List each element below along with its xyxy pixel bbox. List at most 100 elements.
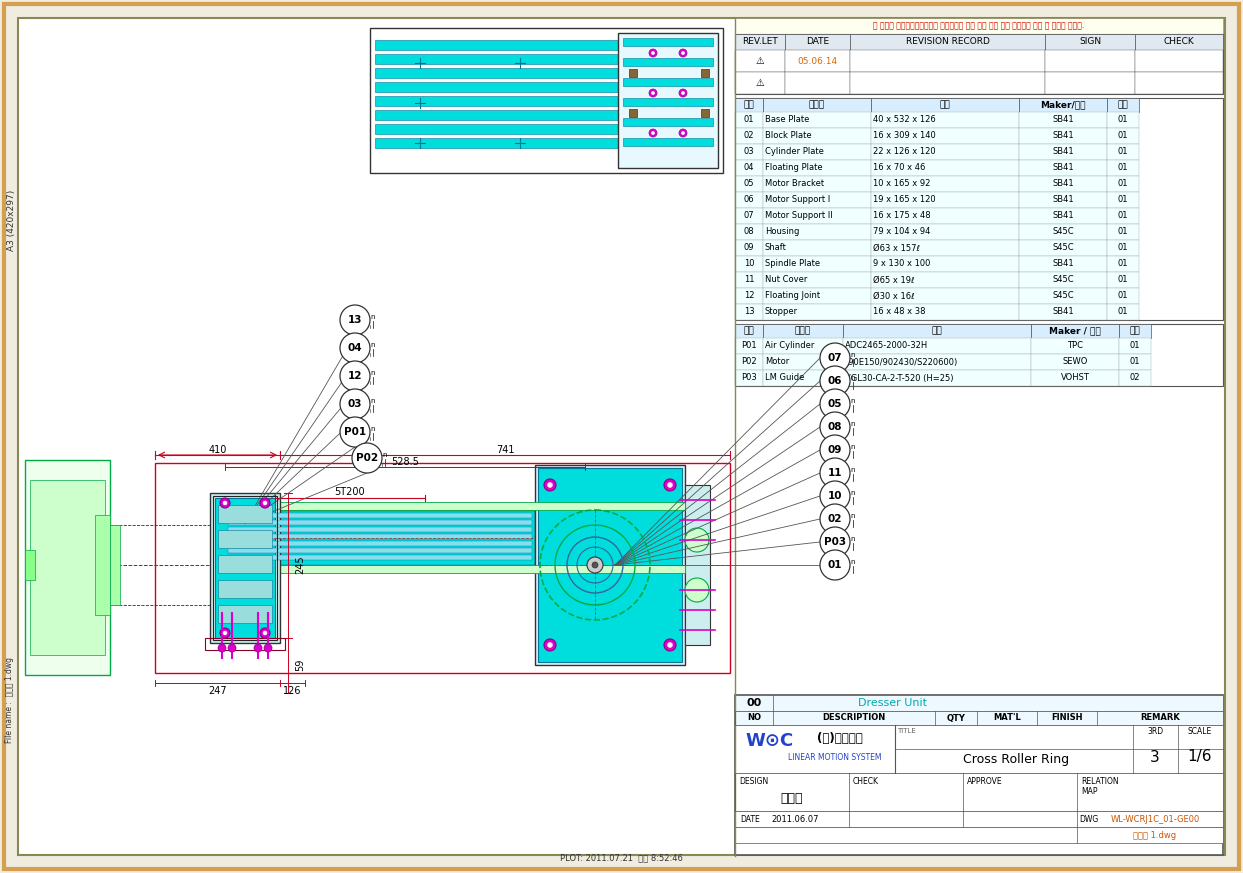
Text: ADC2465-2000-32H: ADC2465-2000-32H	[845, 341, 929, 350]
Circle shape	[254, 644, 262, 652]
Bar	[1019, 304, 1108, 320]
Text: 16 x 309 x 140: 16 x 309 x 140	[873, 132, 936, 141]
Text: DESCRIPTION: DESCRIPTION	[823, 713, 885, 723]
Bar	[1108, 192, 1139, 208]
Bar	[871, 144, 1019, 160]
Bar	[735, 711, 1223, 725]
Bar	[871, 224, 1019, 240]
Bar	[210, 493, 280, 643]
Text: WL-WCRJ1C_01-GE00: WL-WCRJ1C_01-GE00	[1110, 815, 1199, 823]
Circle shape	[820, 343, 850, 373]
Bar	[1045, 72, 1135, 94]
Bar	[735, 98, 763, 112]
Text: n: n	[370, 342, 375, 348]
Text: Motor Support II: Motor Support II	[764, 211, 833, 221]
Text: RELATION
MAP: RELATION MAP	[1081, 777, 1119, 796]
Circle shape	[679, 129, 687, 137]
Bar	[735, 160, 763, 176]
Bar	[763, 208, 871, 224]
Text: SEWO: SEWO	[1063, 358, 1088, 367]
Text: SB41: SB41	[1052, 196, 1074, 204]
Bar	[1030, 338, 1119, 354]
Text: Ø63 x 157ℓ: Ø63 x 157ℓ	[873, 244, 920, 252]
Text: APPROVE: APPROVE	[967, 777, 1003, 786]
Text: DWG: DWG	[1079, 815, 1099, 823]
Bar	[763, 256, 871, 272]
Text: 규격: 규격	[931, 327, 942, 335]
Text: 05: 05	[828, 399, 843, 409]
Text: VGL30-CA-2-T-520 (H=25): VGL30-CA-2-T-520 (H=25)	[845, 374, 953, 382]
Bar	[871, 304, 1019, 320]
Bar	[227, 527, 532, 532]
Bar	[1108, 208, 1139, 224]
Text: REV.LET: REV.LET	[742, 38, 778, 46]
Bar	[763, 160, 871, 176]
Text: CHECK: CHECK	[853, 777, 879, 786]
Text: 07: 07	[828, 353, 843, 363]
Bar	[218, 530, 272, 548]
Text: 03: 03	[348, 399, 362, 409]
Text: 08: 08	[828, 422, 843, 432]
Text: Spindle Plate: Spindle Plate	[764, 259, 820, 269]
Bar	[30, 480, 104, 655]
Bar	[1108, 112, 1139, 128]
Bar	[375, 40, 628, 50]
Bar	[1019, 160, 1108, 176]
Text: n: n	[850, 467, 855, 473]
Text: 5T200: 5T200	[334, 487, 365, 497]
Text: 1/6: 1/6	[1188, 750, 1212, 765]
Bar	[843, 338, 1030, 354]
Bar	[227, 548, 532, 553]
Text: Air Cylinder: Air Cylinder	[764, 341, 814, 350]
Bar	[786, 72, 850, 94]
Bar	[1135, 34, 1223, 50]
Circle shape	[664, 479, 676, 491]
Circle shape	[264, 644, 272, 652]
Text: 13: 13	[348, 315, 362, 325]
Text: Shaft: Shaft	[764, 244, 787, 252]
Bar	[1108, 256, 1139, 272]
Circle shape	[679, 49, 687, 57]
Bar	[763, 192, 871, 208]
Text: 12: 12	[743, 292, 755, 300]
Bar	[735, 176, 763, 192]
Bar	[218, 505, 272, 523]
Bar	[1019, 192, 1108, 208]
Bar	[155, 463, 730, 673]
Text: SCALE: SCALE	[1188, 726, 1212, 735]
Text: 741: 741	[496, 445, 515, 455]
Bar	[1108, 272, 1139, 288]
Text: 수량: 수량	[1117, 100, 1129, 109]
Circle shape	[227, 644, 236, 652]
Bar	[850, 50, 1045, 72]
Text: SB41: SB41	[1052, 132, 1074, 141]
Circle shape	[651, 132, 655, 134]
Bar	[1019, 240, 1108, 256]
Bar	[225, 510, 534, 565]
Text: 01: 01	[1130, 341, 1140, 350]
Circle shape	[352, 443, 382, 473]
Bar	[735, 272, 763, 288]
Text: 245: 245	[295, 556, 305, 574]
Circle shape	[544, 479, 556, 491]
Text: n: n	[850, 490, 855, 496]
Circle shape	[544, 639, 556, 651]
Circle shape	[820, 389, 850, 419]
Bar	[1119, 324, 1151, 338]
Text: 40 x 532 x 126: 40 x 532 x 126	[873, 115, 936, 125]
Bar	[871, 256, 1019, 272]
Text: 3RD: 3RD	[1147, 726, 1163, 735]
Bar	[1045, 34, 1135, 50]
Text: Floating Plate: Floating Plate	[764, 163, 823, 173]
Bar	[735, 256, 763, 272]
Circle shape	[820, 435, 850, 465]
Bar	[843, 354, 1030, 370]
Text: P03: P03	[741, 374, 757, 382]
Text: 06: 06	[743, 196, 755, 204]
Bar	[1019, 128, 1108, 144]
Bar	[735, 144, 763, 160]
Bar	[1019, 288, 1108, 304]
Text: SB41: SB41	[1052, 259, 1074, 269]
Bar	[25, 550, 35, 580]
Circle shape	[681, 52, 685, 54]
